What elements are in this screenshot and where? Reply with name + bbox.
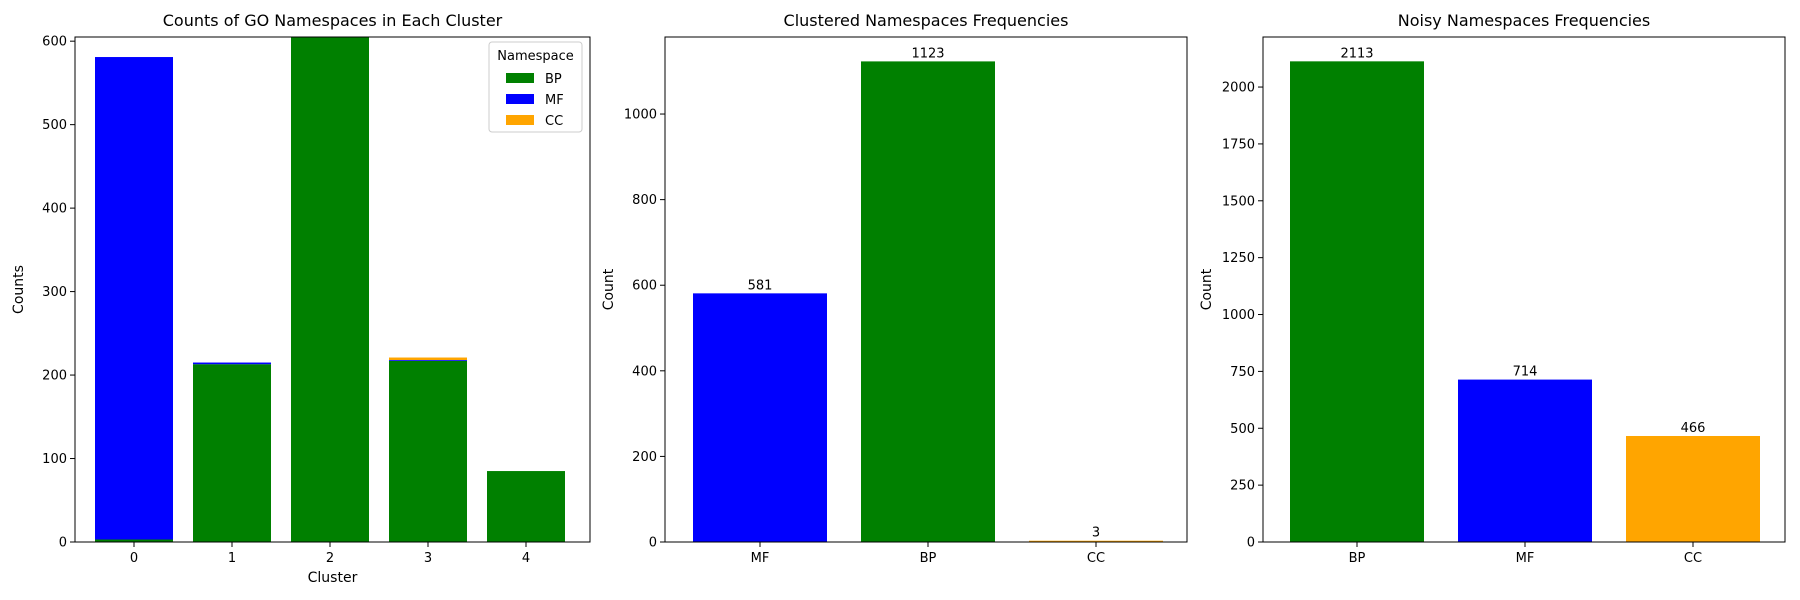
legend-swatch-BP xyxy=(506,73,534,83)
data-label-BP: 1123 xyxy=(911,46,944,61)
axes-frame xyxy=(664,36,1188,543)
y-axis-label: Count xyxy=(601,268,617,310)
y-tick-label: 0 xyxy=(59,536,67,551)
bar-BP-cluster-3 xyxy=(389,360,467,542)
legend: Namespace BP MF CC xyxy=(488,41,583,133)
y-tick-label: 1250 xyxy=(1222,251,1255,266)
bar-BP xyxy=(861,61,995,542)
y-tick-label: 2000 xyxy=(1222,81,1255,96)
y-tick-label: 100 xyxy=(42,452,67,467)
y-tick-label: 0 xyxy=(649,536,657,551)
y-tick-label: 250 xyxy=(1230,479,1255,494)
y-tick-label: 400 xyxy=(42,202,67,217)
chart-title: Counts of GO Namespaces in Each Cluster xyxy=(163,11,503,30)
axes-frame xyxy=(74,36,591,543)
x-tick-label: 4 xyxy=(522,551,530,566)
chart-title: Clustered Namespaces Frequencies xyxy=(784,11,1069,30)
chart-title: Noisy Namespaces Frequencies xyxy=(1398,11,1650,30)
x-tick-label: 3 xyxy=(424,551,432,566)
y-tick-label: 300 xyxy=(42,285,67,300)
data-label-CC: 466 xyxy=(1681,421,1706,436)
bar-BP-cluster-1 xyxy=(193,364,271,542)
data-label-MF: 581 xyxy=(748,278,773,293)
y-tick-label: 1000 xyxy=(624,108,657,123)
x-tick-label: MF xyxy=(751,551,770,566)
y-tick-label: 500 xyxy=(1230,422,1255,437)
data-label-MF: 714 xyxy=(1513,365,1538,380)
y-tick-label: 600 xyxy=(42,35,67,50)
legend-swatch-CC xyxy=(506,115,534,125)
legend-title: Namespace xyxy=(497,49,574,64)
y-tick-label: 0 xyxy=(1247,536,1255,551)
chart-panel-2: Noisy Namespaces Frequencies 2113 714 466 0 2… xyxy=(1199,11,1786,566)
legend-label-CC: CC xyxy=(545,114,563,129)
legend-label-MF: MF xyxy=(545,93,564,108)
bar-MF-cluster-0 xyxy=(95,57,173,540)
y-tick-label: 1000 xyxy=(1222,308,1255,323)
bar-MF xyxy=(693,293,827,542)
bar-MF xyxy=(1458,379,1592,542)
chart-panel-0: Counts of GO Namespaces in Each Cluster 0… xyxy=(11,11,591,586)
legend-label-BP: BP xyxy=(545,72,562,87)
x-tick-label: MF xyxy=(1516,551,1535,566)
bar-MF-cluster-3 xyxy=(389,360,467,361)
y-axis-label: Count xyxy=(1199,268,1215,310)
bar-CC-cluster-3 xyxy=(389,357,467,361)
x-tick-label: 2 xyxy=(326,551,334,566)
legend-swatch-MF xyxy=(506,94,534,104)
y-axis-label: Counts xyxy=(11,265,27,314)
y-tick-label: 200 xyxy=(42,369,67,384)
x-axis-label: Cluster xyxy=(308,570,358,586)
bar-CC xyxy=(1029,540,1163,542)
y-tick-label: 400 xyxy=(632,364,657,379)
legend-box xyxy=(488,41,583,133)
y-tick-label: 1500 xyxy=(1222,194,1255,209)
x-tick-label: CC xyxy=(1087,551,1105,566)
x-tick-label: CC xyxy=(1684,551,1702,566)
y-tick-label: 750 xyxy=(1230,365,1255,380)
bar-BP xyxy=(1290,61,1424,543)
chart-panel-1: Clustered Namespaces Frequencies 581 1123 3… xyxy=(601,11,1188,566)
x-tick-label: BP xyxy=(1349,551,1366,566)
bar-BP-cluster-2 xyxy=(291,37,369,542)
y-tick-label: 1750 xyxy=(1222,137,1255,152)
y-tick-label: 200 xyxy=(632,450,657,465)
y-tick-label: 500 xyxy=(42,118,67,133)
bar-BP-cluster-4 xyxy=(487,471,565,542)
x-tick-label: BP xyxy=(920,551,937,566)
axes-frame xyxy=(1262,36,1786,543)
y-tick-label: 800 xyxy=(632,193,657,208)
data-label-BP: 2113 xyxy=(1340,46,1373,61)
data-label-CC: 3 xyxy=(1092,526,1100,541)
x-tick-label: 1 xyxy=(228,551,236,566)
bar-MF-cluster-1 xyxy=(193,362,271,365)
y-tick-label: 600 xyxy=(632,279,657,294)
bar-BP-cluster-0 xyxy=(95,539,173,542)
bar-CC xyxy=(1626,435,1760,542)
x-tick-label: 0 xyxy=(130,551,138,566)
